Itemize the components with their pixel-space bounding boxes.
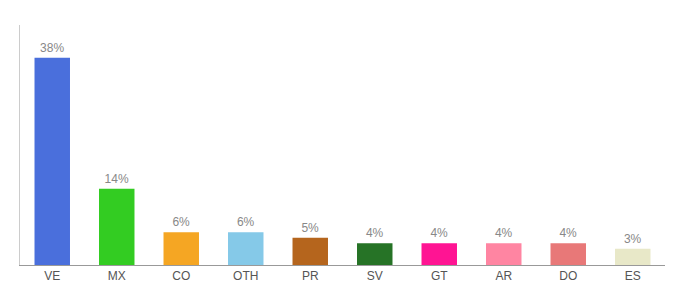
- svg-text:5%: 5%: [301, 221, 319, 235]
- svg-text:VE: VE: [44, 269, 60, 283]
- svg-text:GT: GT: [431, 269, 448, 283]
- svg-text:6%: 6%: [172, 215, 190, 229]
- svg-text:AR: AR: [495, 269, 512, 283]
- svg-text:4%: 4%: [559, 226, 577, 240]
- svg-text:3%: 3%: [624, 232, 642, 246]
- svg-text:14%: 14%: [105, 172, 129, 186]
- svg-text:ES: ES: [625, 269, 641, 283]
- svg-text:4%: 4%: [366, 226, 384, 240]
- svg-text:OTH: OTH: [233, 269, 258, 283]
- svg-text:SV: SV: [367, 269, 383, 283]
- svg-text:MX: MX: [108, 269, 126, 283]
- svg-text:38%: 38%: [40, 41, 64, 55]
- svg-text:CO: CO: [172, 269, 190, 283]
- svg-text:4%: 4%: [430, 226, 448, 240]
- svg-text:6%: 6%: [237, 215, 255, 229]
- svg-text:PR: PR: [302, 269, 319, 283]
- svg-text:4%: 4%: [495, 226, 513, 240]
- svg-text:DO: DO: [559, 269, 577, 283]
